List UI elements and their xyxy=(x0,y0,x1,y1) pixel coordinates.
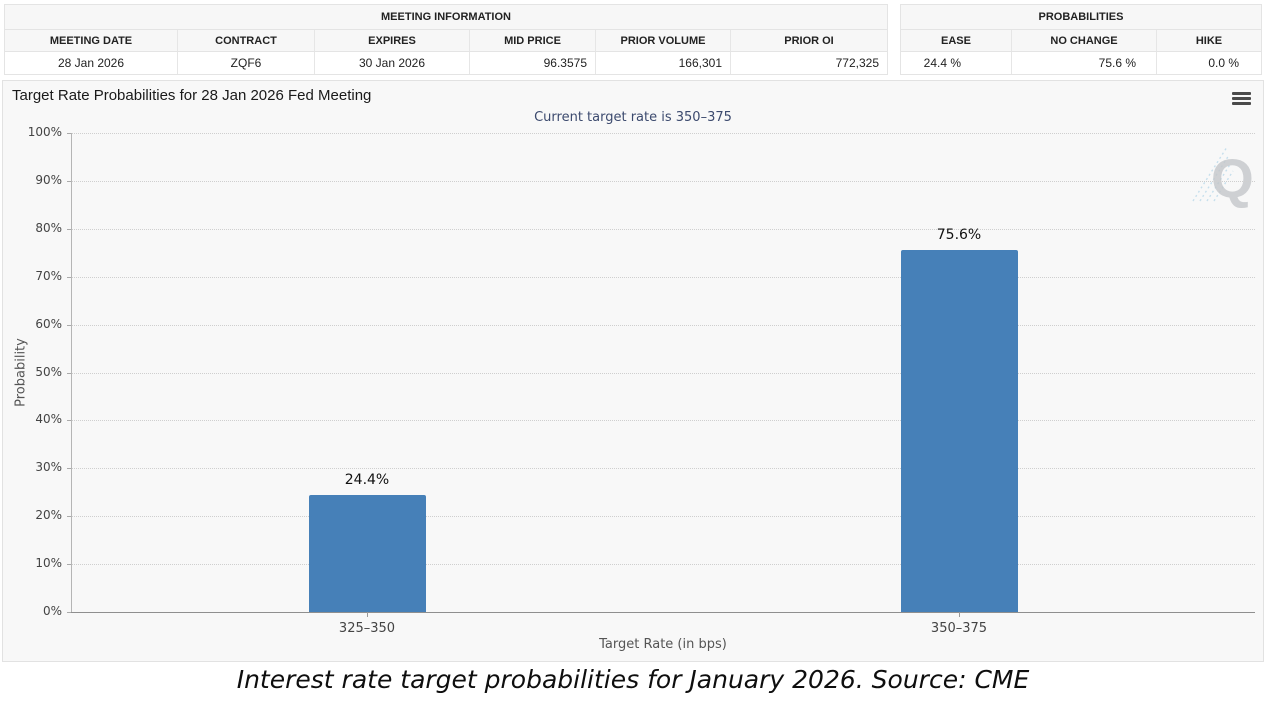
meeting-information-title: MEETING INFORMATION xyxy=(5,5,887,30)
y-axis-tick-label: 20% xyxy=(35,508,62,523)
column-header-meeting-date: MEETING DATE xyxy=(49,35,133,47)
column-header-mid-price: MID PRICE xyxy=(469,30,595,51)
y-axis-tick xyxy=(67,180,71,182)
y-axis-tick xyxy=(67,420,71,422)
chart-panel: Target Rate Probabilities for 28 Jan 202… xyxy=(2,80,1264,662)
y-axis-tick xyxy=(67,276,71,278)
gridline xyxy=(71,564,1255,566)
contract-value: ZQF6 xyxy=(177,52,314,74)
y-axis-tick-label: 90% xyxy=(35,172,62,187)
chart-menu-button[interactable] xyxy=(1230,88,1253,109)
y-axis-tick xyxy=(67,228,71,230)
column-header-ease: EASE xyxy=(941,35,971,47)
column-header-expires: EXPIRES xyxy=(314,30,469,51)
y-axis-tick-label: 70% xyxy=(35,268,62,283)
y-axis-tick-label: 0% xyxy=(42,604,62,618)
watermark-letter: Q xyxy=(1211,147,1254,209)
y-axis-tick xyxy=(67,612,71,613)
bar-value-label: 24.4% xyxy=(344,472,390,489)
ease-probability-value: 24.4 % xyxy=(923,56,961,70)
gridline xyxy=(71,133,1255,134)
watermark-graphic: Q xyxy=(1192,146,1254,209)
gridline xyxy=(71,180,1255,182)
x-axis-category-label: 325–350 xyxy=(338,621,396,636)
meeting-information-value-row: 28 Jan 2026 ZQF6 30 Jan 2026 96.3575 166… xyxy=(5,52,887,74)
y-axis-tick xyxy=(67,133,71,134)
hike-probability-value: 0.0 % xyxy=(1156,52,1261,74)
y-axis-tick xyxy=(67,372,71,374)
bar[interactable] xyxy=(308,495,426,612)
chart-title: Target Rate Probabilities for 28 Jan 202… xyxy=(12,87,372,104)
meeting-information-table: MEETING INFORMATION MEETING DATE CONTRAC… xyxy=(4,4,888,75)
y-axis-tick-label: 30% xyxy=(35,460,62,475)
y-axis-tick-label: 80% xyxy=(35,220,62,235)
probabilities-table: PROBABILITIES EASE NO CHANGE HIKE 24.4 %… xyxy=(900,4,1262,75)
x-axis-tick xyxy=(959,612,960,617)
chart-subtitle: Current target rate is 350–375 xyxy=(534,110,732,125)
column-header-no-change: NO CHANGE xyxy=(1011,30,1156,51)
y-axis-line xyxy=(71,133,72,612)
hamburger-menu-icon xyxy=(1232,92,1251,105)
bar-value-label: 75.6% xyxy=(936,226,982,243)
mid-price-value: 96.3575 xyxy=(469,52,595,74)
meeting-date-value: 28 Jan 2026 xyxy=(57,56,125,70)
gridline xyxy=(71,324,1255,326)
y-axis-tick xyxy=(67,516,71,518)
y-axis-tick-label: 10% xyxy=(35,556,62,571)
caption: Interest rate target probabilities for J… xyxy=(236,665,1030,694)
y-axis-tick-label: 60% xyxy=(35,316,62,331)
column-header-contract: CONTRACT xyxy=(177,30,314,51)
no-change-probability-value: 75.6 % xyxy=(1011,52,1156,74)
bar[interactable] xyxy=(900,249,1018,612)
prior-volume-value: 166,301 xyxy=(595,52,730,74)
probabilities-header-row: EASE NO CHANGE HIKE xyxy=(901,30,1261,52)
gridline xyxy=(71,420,1255,422)
y-axis-tick-label: 50% xyxy=(35,364,62,379)
x-axis-category-label: 350–375 xyxy=(930,621,988,636)
y-axis-tick-label: 40% xyxy=(35,412,62,427)
x-axis-tick xyxy=(367,612,368,617)
gridline xyxy=(71,372,1255,374)
x-axis-title: Target Rate (in bps) xyxy=(599,637,727,652)
y-axis-tick xyxy=(67,468,71,470)
expires-value: 30 Jan 2026 xyxy=(314,52,469,74)
gridline xyxy=(71,276,1255,278)
y-axis-tick xyxy=(67,324,71,326)
gridline xyxy=(71,516,1255,518)
gridline xyxy=(71,468,1255,470)
quikstrike-watermark: Q xyxy=(1191,139,1261,214)
gridline xyxy=(71,228,1255,230)
column-header-prior-volume: PRIOR VOLUME xyxy=(595,30,730,51)
y-axis-tick xyxy=(67,564,71,566)
probabilities-title: PROBABILITIES xyxy=(901,5,1261,30)
meeting-information-header-row: MEETING DATE CONTRACT EXPIRES MID PRICE … xyxy=(5,30,887,52)
x-axis-line xyxy=(71,612,1255,613)
column-header-hike: HIKE xyxy=(1156,30,1261,51)
y-axis-tick-label: 100% xyxy=(27,125,62,139)
probabilities-value-row: 24.4 % 75.6 % 0.0 % xyxy=(901,52,1261,74)
column-header-prior-oi: PRIOR OI xyxy=(730,30,887,51)
prior-oi-value: 772,325 xyxy=(730,52,887,74)
